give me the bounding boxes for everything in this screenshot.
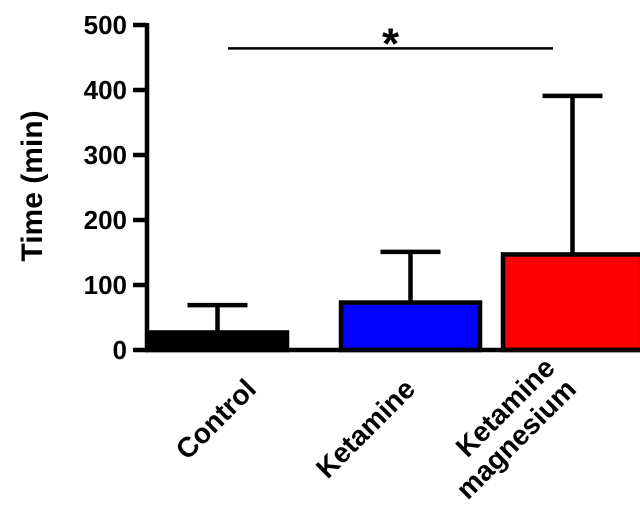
y-tick-label: 0 bbox=[113, 335, 127, 365]
y-tick-label: 500 bbox=[84, 10, 127, 40]
significance-star: * bbox=[382, 19, 400, 68]
category-label-line: Control bbox=[170, 373, 262, 465]
significance-annotation: * bbox=[228, 19, 553, 68]
y-axis: 0 100 200 300 400 500 bbox=[84, 10, 150, 365]
y-tick-label: 400 bbox=[84, 75, 127, 105]
category-labels: Control Ketamine Ketaminemagnesium bbox=[170, 352, 582, 505]
bar-ketamine bbox=[338, 300, 483, 353]
category-label: Ketamine bbox=[310, 373, 421, 484]
category-label-line: Ketamine bbox=[310, 373, 421, 484]
y-tick-label: 300 bbox=[84, 140, 127, 170]
y-tick-label: 100 bbox=[84, 270, 127, 300]
bar-ketamine-magnesium bbox=[500, 252, 640, 353]
bars bbox=[145, 93, 640, 353]
y-tick-label: 200 bbox=[84, 205, 127, 235]
category-label: Control bbox=[170, 373, 262, 465]
y-axis-title: Time (min) bbox=[16, 110, 49, 261]
category-label: Ketaminemagnesium bbox=[429, 352, 582, 505]
bar-control bbox=[145, 330, 290, 353]
